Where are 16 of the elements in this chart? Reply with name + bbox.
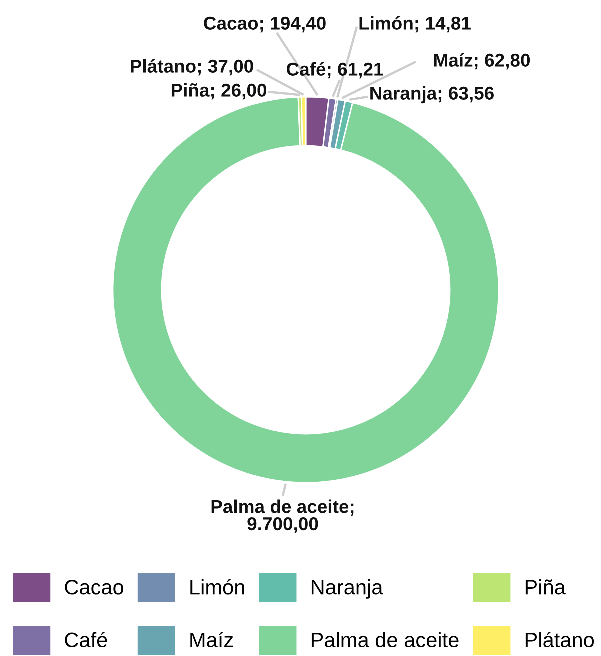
data-label: Plátano; 37,00 (131, 59, 254, 76)
data-label: Limón; 14,81 (360, 16, 471, 33)
data-label: Maíz; 62,80 (434, 53, 530, 70)
legend-label: Palma de aceite (312, 632, 459, 648)
data-label: Cacao; 194,40 (204, 16, 326, 33)
legend-label: Naranja (312, 579, 384, 599)
legend-label: Cacao (65, 580, 124, 595)
data-label: Piña; 26,00 (172, 83, 267, 100)
legend-label: Limón (190, 579, 244, 595)
data-label: Palma de aceite; 9.700,00 (212, 500, 354, 534)
data-label: Naranja; 63,56 (370, 86, 494, 104)
legend-label: Café (65, 632, 108, 648)
data-label: Café; 61,21 (286, 62, 384, 79)
legend-label: Plátano (526, 632, 594, 648)
legend-label: Piña (526, 579, 566, 595)
legend-label: Maíz (190, 632, 234, 648)
